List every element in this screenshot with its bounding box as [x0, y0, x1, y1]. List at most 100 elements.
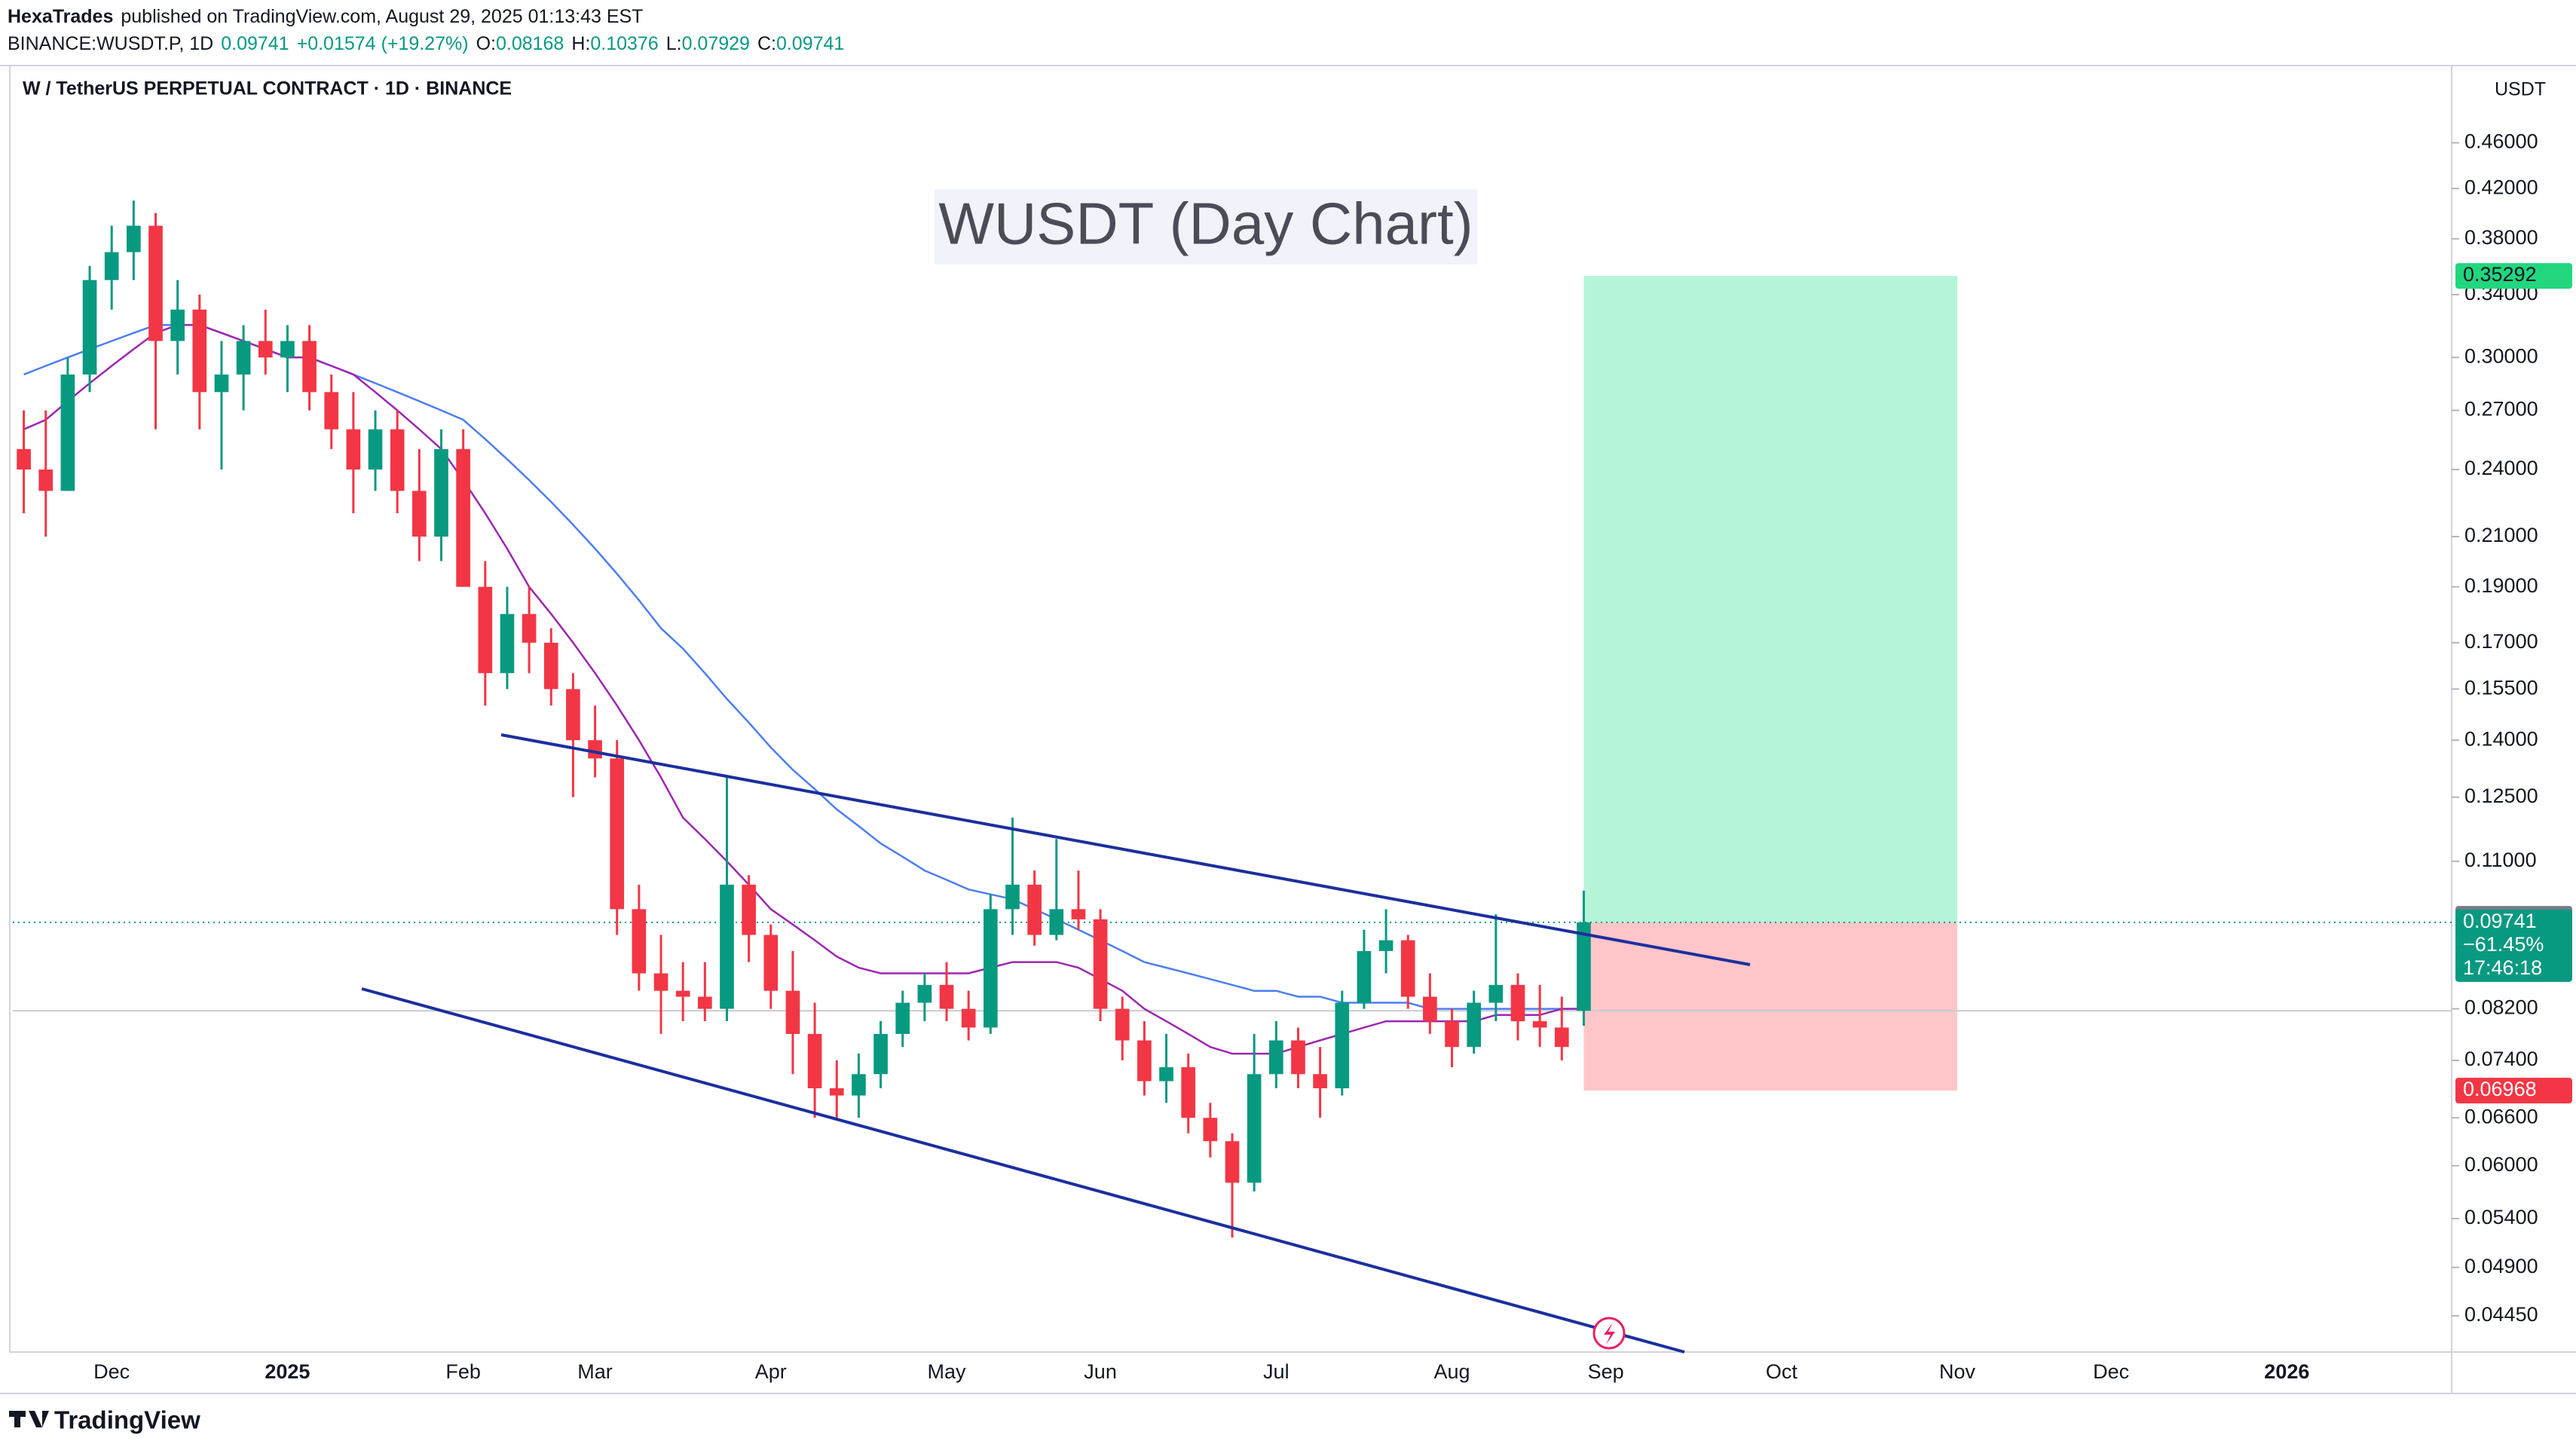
candle-body	[675, 990, 690, 997]
y-tick-label: 0.05400	[2464, 1206, 2538, 1228]
candle-body	[38, 470, 54, 491]
candle-body	[1093, 919, 1108, 1009]
candle-body	[763, 935, 779, 991]
candle-body	[917, 984, 932, 1003]
candle-body	[1159, 1067, 1173, 1081]
candle-body	[302, 341, 317, 393]
candle-body	[1115, 1008, 1130, 1041]
price-label-sub: 17:46:18	[2463, 956, 2542, 979]
target-zone	[1583, 276, 1958, 922]
price-label: 0.35292	[2463, 263, 2537, 286]
candle-body	[1247, 1074, 1262, 1183]
last: 0.09741	[221, 33, 289, 54]
candle-body	[852, 1074, 866, 1096]
candle-body	[17, 448, 31, 470]
candle-body	[60, 374, 75, 491]
candle-body	[1532, 1021, 1547, 1028]
price-label-bg	[2455, 263, 2572, 289]
candle-body	[1027, 884, 1042, 935]
x-tick-label: 2026	[2264, 1360, 2309, 1383]
candle-body	[127, 225, 141, 252]
chart-title: WUSDT (Day Chart)	[938, 191, 1473, 257]
moving-average	[23, 324, 1584, 1055]
lower-trendline	[361, 987, 1685, 1354]
y-tick-label: 0.11000	[2464, 849, 2537, 871]
x-tick-label: 2025	[265, 1360, 310, 1383]
x-tick-label: Mar	[577, 1360, 613, 1383]
y-tick-label: 0.06000	[2464, 1153, 2538, 1176]
candle-body	[412, 491, 427, 537]
change: +0.01574 (+19.27%)	[296, 33, 469, 54]
y-tick-label: 0.30000	[2464, 344, 2538, 367]
x-tick-label: Feb	[445, 1360, 481, 1383]
candle-body	[1488, 984, 1504, 1003]
candle-body	[1445, 1021, 1459, 1048]
y-tick-label: 0.19000	[2464, 574, 2538, 597]
x-tick-label: Sep	[1588, 1360, 1624, 1383]
candle-body	[1577, 922, 1591, 1011]
candle-body	[1071, 909, 1086, 919]
candle-body	[785, 990, 800, 1034]
candle-body	[280, 341, 295, 358]
x-tick-label: Nov	[1939, 1360, 1976, 1383]
y-tick-label: 0.15500	[2464, 676, 2538, 699]
y-tick-label: 0.04900	[2464, 1255, 2538, 1277]
y-tick-label: 0.27000	[2464, 398, 2538, 421]
y-tick-label: 0.14000	[2464, 727, 2538, 750]
candle-body	[588, 740, 602, 759]
ohlc-value: 0.10376	[590, 33, 659, 54]
ohlc: O:0.08168 H:0.10376 L:0.07929 C:0.09741	[476, 33, 852, 54]
price-label: 0.09741	[2463, 910, 2537, 932]
y-tick-label: 0.06600	[2464, 1105, 2538, 1127]
brand: TradingView	[54, 1406, 200, 1434]
candle-body	[1313, 1074, 1327, 1089]
x-tick-label: Jul	[1263, 1360, 1290, 1383]
candle-body	[1005, 884, 1020, 910]
y-tick-label: 0.12500	[2464, 785, 2538, 807]
candle-body	[192, 309, 207, 393]
moving-average	[23, 324, 1584, 1010]
candle-body	[543, 642, 558, 690]
candle-body	[104, 252, 119, 280]
plot: Dec 2025 Feb Mar Apr May Jun Jul Aug Sep Oct Nov Dec…	[13, 200, 2452, 1383]
ohlc-value: 0.08168	[495, 33, 564, 54]
ohlc-key: O:	[476, 33, 496, 54]
title-box	[935, 189, 1477, 265]
symbol: BINANCE:WUSDT.P, 1D	[8, 33, 214, 54]
candle-body	[1137, 1040, 1152, 1081]
candle-body	[368, 429, 383, 470]
candle-body	[1225, 1141, 1240, 1183]
candle-body	[1357, 950, 1372, 1003]
candle-body	[236, 341, 251, 375]
candle-body	[566, 689, 580, 741]
author: HexaTrades	[8, 6, 114, 27]
candle-body	[983, 909, 998, 1028]
candle-body	[1467, 1002, 1482, 1048]
candle-body	[742, 884, 756, 935]
x-tick-label: Dec	[2093, 1360, 2129, 1383]
candle-body	[1378, 940, 1394, 951]
candle-body	[895, 1002, 910, 1034]
candle-body	[1423, 996, 1437, 1022]
candle-body	[1400, 940, 1415, 997]
candle-body	[390, 429, 405, 491]
candle-body	[1335, 1002, 1350, 1089]
candle-body	[1291, 1040, 1305, 1075]
price-label-bg	[2455, 1078, 2572, 1104]
candle-body	[456, 448, 470, 587]
candle-body	[1268, 1040, 1283, 1075]
candle-body	[1203, 1118, 1218, 1142]
y-tick-label: 0.08200	[2464, 996, 2538, 1019]
y-tick-label: 0.42000	[2464, 176, 2538, 198]
publisher-line: HexaTrades published on TradingView.com, …	[8, 3, 859, 30]
candle-body	[697, 996, 712, 1009]
x-tick-label: May	[928, 1360, 967, 1383]
candle-body	[1554, 1027, 1569, 1048]
candle-body	[632, 909, 647, 974]
candle-body	[214, 374, 229, 393]
symbol-line: BINANCE:WUSDT.P, 1D 0.09741 +0.01574 (+19.…	[8, 30, 859, 57]
candle-body	[961, 1008, 976, 1028]
candle-body	[500, 613, 515, 674]
